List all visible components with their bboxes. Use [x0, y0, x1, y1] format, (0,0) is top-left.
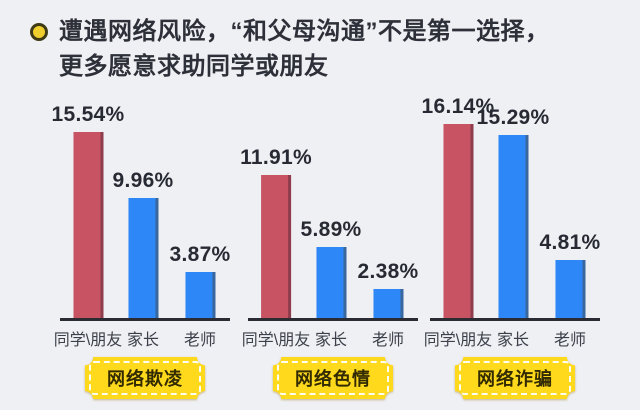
- bar-value-label: 11.91%: [240, 146, 312, 169]
- bar-value-label: 5.89%: [300, 218, 362, 241]
- bar-parents: [127, 198, 158, 318]
- bar-column: 4.81%: [539, 231, 600, 318]
- x-tick-label: 老师: [183, 332, 217, 349]
- ticket-badge-cyberbullying: 网络欺凌: [85, 357, 205, 399]
- plot-area: 15.54% 9.96% 3.87%: [51, 96, 230, 321]
- bar-teachers: [554, 260, 585, 318]
- plot-area: 16.14% 15.29% 4.81%: [421, 95, 600, 321]
- bar-value-label: 16.14%: [421, 95, 495, 118]
- bar-column: 16.14%: [421, 95, 494, 318]
- bar-parents: [315, 247, 346, 318]
- bar-column: 9.96%: [112, 169, 173, 318]
- bar-value-label: 15.29%: [476, 106, 550, 129]
- bar-value-label: 4.81%: [539, 231, 601, 254]
- bar-column: 15.54%: [51, 103, 124, 318]
- bar-value-label: 3.87%: [169, 243, 231, 266]
- badge-label: 网络诈骗: [477, 369, 553, 389]
- yellow-dot-icon: [30, 23, 48, 41]
- x-tick-label: 同学\朋友: [423, 332, 493, 349]
- bar-teachers: [372, 289, 403, 318]
- category-labels-row: 同学\朋友 家长 老师: [424, 321, 600, 349]
- category-labels-row: 同学\朋友 家长 老师: [54, 321, 230, 349]
- bar-friends: [73, 132, 103, 318]
- bar-column: 3.87%: [169, 243, 230, 318]
- badge-label: 网络色情: [295, 369, 371, 389]
- x-tick-label: 同学\朋友: [241, 332, 311, 349]
- ticket-badge-pornography: 网络色情: [273, 357, 393, 399]
- bar-teachers: [184, 272, 215, 318]
- title-text: 遭遇网络风险，“和父母沟通”不是第一选择， 更多愿意求助同学或朋友: [59, 14, 550, 84]
- title-line-2: 更多愿意求助同学或朋友: [59, 53, 329, 80]
- x-tick-label: 家长: [314, 332, 348, 349]
- bar-group-cyberbullying: 15.54% 9.96% 3.87% 同学\朋友 家长 老师 网络欺凌: [51, 96, 230, 399]
- bar-friends: [443, 124, 473, 318]
- bar-parents: [498, 135, 528, 318]
- bar-value-label: 9.96%: [112, 169, 174, 192]
- bar-column: 15.29%: [476, 106, 549, 318]
- x-tick-label: 家长: [126, 332, 160, 349]
- x-tick-label: 家长: [496, 332, 530, 349]
- bar-friends: [261, 175, 291, 318]
- x-tick-label: 同学\朋友: [53, 332, 123, 349]
- badge-label: 网络欺凌: [107, 369, 183, 389]
- bar-column: 11.91%: [240, 146, 312, 318]
- x-tick-label: 老师: [553, 332, 587, 349]
- x-tick-label: 老师: [371, 332, 405, 349]
- category-labels-row: 同学\朋友 家长 老师: [242, 321, 418, 349]
- bar-column: 5.89%: [300, 218, 361, 318]
- bar-group-fraud: 16.14% 15.29% 4.81% 同学\朋友 家长 老师 网络诈骗: [421, 95, 600, 399]
- plot-area: 11.91% 5.89% 2.38%: [240, 96, 418, 321]
- ticket-badge-fraud: 网络诈骗: [455, 357, 575, 399]
- bar-value-label: 2.38%: [357, 260, 419, 283]
- bar-value-label: 15.54%: [51, 103, 125, 126]
- title-line-1: 遭遇网络风险，“和父母沟通”不是第一选择，: [59, 18, 550, 45]
- chart-title: 遭遇网络风险，“和父母沟通”不是第一选择， 更多愿意求助同学或朋友: [30, 14, 550, 84]
- bar-column: 2.38%: [357, 260, 418, 318]
- bar-group-pornography: 11.91% 5.89% 2.38% 同学\朋友 家长 老师 网络色情: [240, 96, 418, 399]
